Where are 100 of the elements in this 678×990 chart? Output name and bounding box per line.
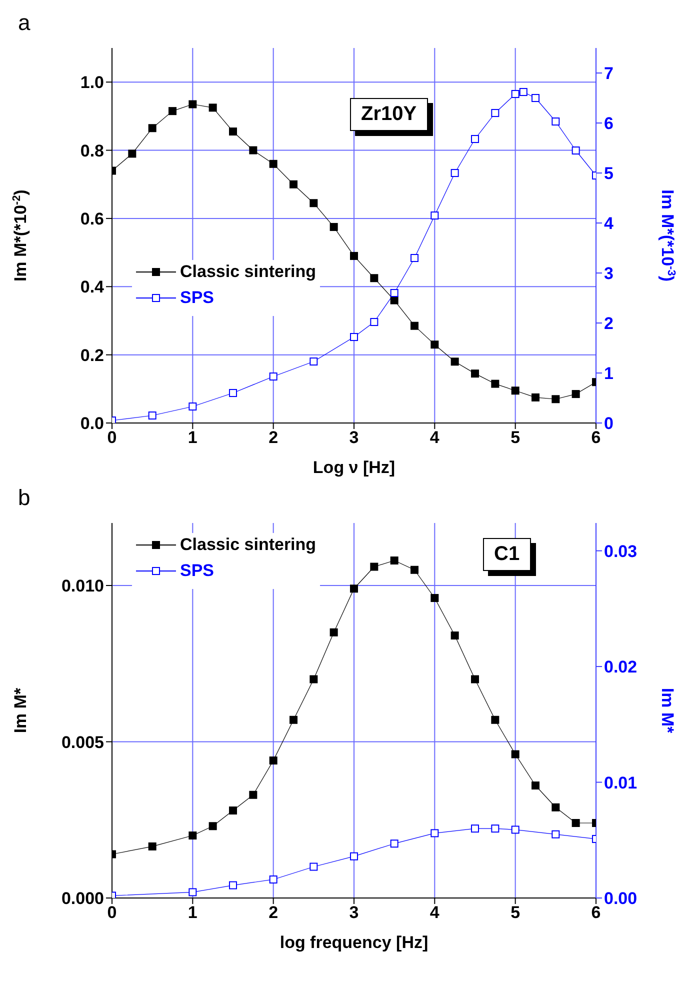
x-tick-label: 4 <box>430 903 440 922</box>
x-tick-label: 3 <box>349 428 359 448</box>
point <box>491 380 500 388</box>
y2-tick-label: 0.00 <box>604 889 638 908</box>
y2-tick-label: 7 <box>604 64 614 84</box>
point <box>471 824 479 833</box>
y-tick-label: 0.010 <box>61 576 104 596</box>
point <box>572 819 580 827</box>
x-tick-label: 3 <box>349 903 359 922</box>
point <box>471 370 479 378</box>
y-tick-label: 0.000 <box>61 889 104 908</box>
point <box>269 756 278 764</box>
point <box>229 881 237 890</box>
point <box>572 146 580 154</box>
y-tick-label: 1.0 <box>80 73 104 92</box>
point <box>290 180 298 188</box>
y2-tick-label: 0.02 <box>604 658 638 677</box>
x-tick-label: 6 <box>591 903 601 922</box>
point <box>310 862 318 871</box>
point <box>511 750 520 758</box>
point <box>511 386 520 395</box>
point <box>390 556 398 564</box>
legend-label: SPS <box>180 561 214 581</box>
x-tick-label: 6 <box>591 428 601 448</box>
point <box>491 716 500 724</box>
y2-tick-label: 0 <box>604 414 614 434</box>
y2-tick-label: 2 <box>604 314 614 334</box>
point <box>450 169 459 177</box>
x-tick-label: 2 <box>268 903 278 922</box>
x-tick-label: 0 <box>107 903 117 922</box>
point <box>552 830 560 838</box>
y2-tick-label: 0.03 <box>604 542 638 561</box>
point <box>532 782 540 790</box>
point <box>491 109 500 117</box>
point <box>188 402 197 410</box>
point <box>430 594 439 602</box>
point <box>370 562 378 571</box>
point <box>410 566 418 574</box>
point <box>168 107 176 116</box>
y2-tick-label: 4 <box>604 214 614 234</box>
y-tick-label: 0.6 <box>80 209 104 228</box>
y2-tick-label: 5 <box>604 164 614 184</box>
point <box>310 199 318 208</box>
point <box>208 822 217 830</box>
x-tick-label: 2 <box>268 428 278 448</box>
point <box>519 88 528 96</box>
point <box>229 389 237 397</box>
y-tick-label: 0.8 <box>80 141 104 160</box>
point <box>249 790 258 799</box>
legend-label: SPS <box>180 288 214 308</box>
annotation: Zr10Y <box>350 98 428 131</box>
point <box>148 124 156 132</box>
point <box>249 146 258 154</box>
y2-tick-label: 0.01 <box>604 773 638 792</box>
text: b <box>18 485 30 511</box>
y2-tick-label: 3 <box>604 264 614 284</box>
point <box>148 842 156 850</box>
y-tick-label: 0.005 <box>61 732 104 752</box>
point <box>188 832 197 840</box>
point <box>511 826 520 834</box>
y-tick-label: 0.4 <box>80 278 105 297</box>
point <box>390 289 398 297</box>
point <box>410 254 418 262</box>
point <box>532 393 540 402</box>
y2-tick-label: 6 <box>604 114 614 134</box>
x-tick-label: 1 <box>188 903 198 922</box>
legend-label: Classic sintering <box>180 262 316 282</box>
point <box>471 135 479 143</box>
point <box>390 840 398 848</box>
point <box>410 322 418 330</box>
x-axis-title: log frequency [Hz] <box>280 933 428 952</box>
point <box>350 252 358 260</box>
point <box>552 118 560 126</box>
point <box>188 888 197 896</box>
point <box>188 100 197 108</box>
text: a <box>18 10 30 36</box>
point <box>350 852 358 860</box>
point <box>330 222 338 231</box>
x-tick-label: 0 <box>107 428 117 448</box>
point <box>208 104 217 112</box>
point <box>430 829 439 838</box>
y-tick-label: 0.2 <box>80 346 104 365</box>
point <box>350 333 358 341</box>
point <box>229 806 237 814</box>
point <box>370 318 378 326</box>
point <box>310 675 318 684</box>
x-tick-label: 4 <box>430 428 440 448</box>
point <box>330 628 338 636</box>
point <box>430 212 439 220</box>
x-tick-label: 1 <box>188 428 198 448</box>
y-tick-label: 0.0 <box>80 414 104 434</box>
point <box>532 94 540 102</box>
legend-label: Classic sintering <box>180 535 316 555</box>
x-axis-title: Log ν [Hz] <box>312 458 396 477</box>
point <box>350 584 358 593</box>
point <box>450 358 459 366</box>
point <box>552 395 560 404</box>
point <box>491 824 500 833</box>
y2-axis-title: Im M* <box>658 688 677 734</box>
y-axis-title: Im M* <box>11 687 30 734</box>
